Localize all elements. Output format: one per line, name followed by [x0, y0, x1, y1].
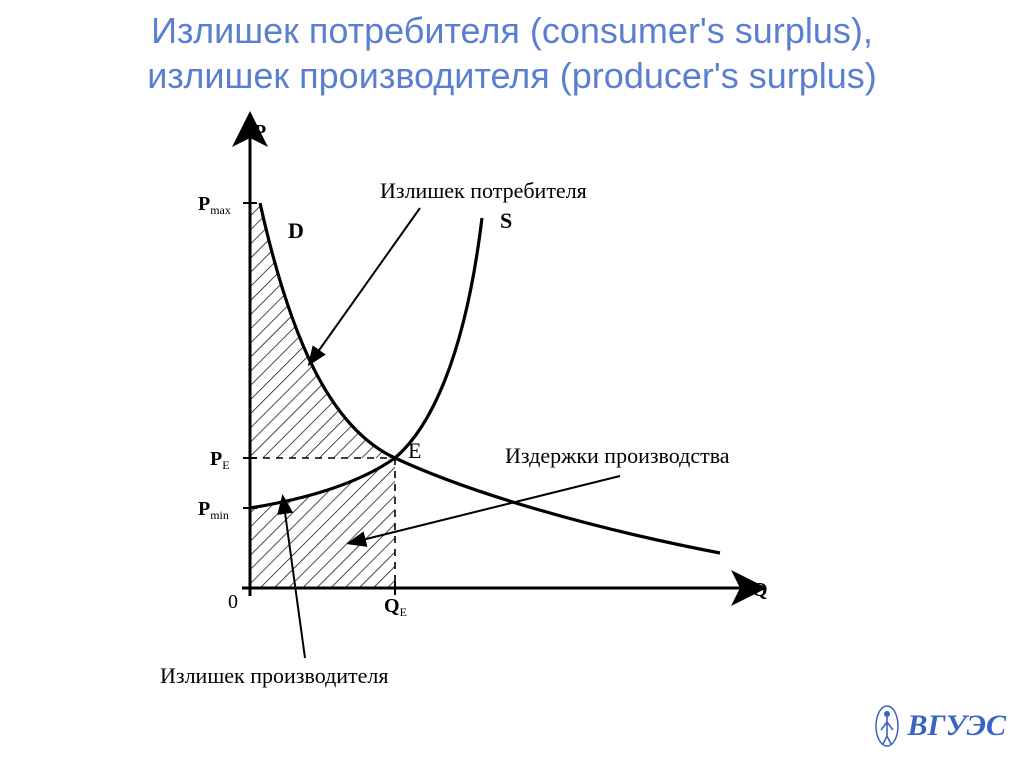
logo-icon [873, 704, 901, 748]
production-costs-text: Издержки производства [505, 443, 730, 468]
y-axis-label: P [254, 121, 266, 143]
qe-label: QE [384, 595, 407, 619]
x-axis-label: Q [752, 579, 768, 601]
pe-label: PE [210, 448, 230, 472]
producer-surplus-region [250, 458, 395, 588]
producer-surplus-text: Излишек производителя [160, 663, 389, 688]
pmax-label: Pmax [198, 193, 231, 217]
supply-label: S [500, 208, 512, 233]
title-line-1: Излишек потребителя (consumer's surplus)… [151, 10, 873, 51]
equilibrium-label: E [408, 438, 421, 463]
consumer-surplus-region [250, 203, 395, 458]
chart-area: P Q 0 Pmax PE Pmin QE D S E Излишек потр… [0, 98, 1024, 758]
logo: ВГУЭС [873, 704, 1006, 748]
demand-label: D [288, 218, 304, 243]
economics-chart: P Q 0 Pmax PE Pmin QE D S E Излишек потр… [0, 98, 1024, 718]
consumer-surplus-text: Излишек потребителя [380, 178, 587, 203]
logo-text: ВГУЭС [907, 709, 1006, 743]
pmin-label: Pmin [198, 498, 229, 522]
origin-label: 0 [228, 591, 238, 613]
title-line-2: излишек производителя (producer's surplu… [147, 55, 877, 96]
slide-title: Излишек потребителя (consumer's surplus)… [0, 0, 1024, 98]
consumer-surplus-arrow [310, 208, 420, 363]
